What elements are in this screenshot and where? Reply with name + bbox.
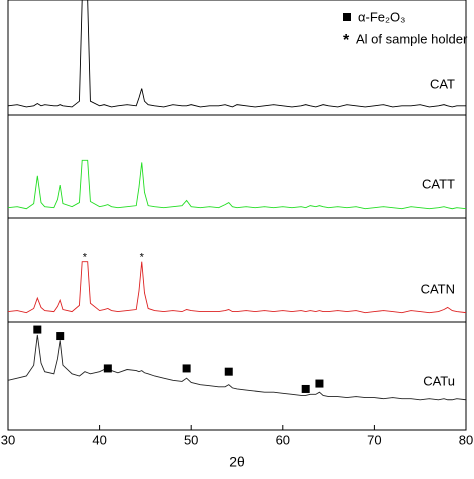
fe2o3-marker xyxy=(103,364,112,373)
frame xyxy=(7,0,467,431)
x-axis-label: 2θ xyxy=(229,454,245,470)
x-tick-label: 40 xyxy=(92,432,106,447)
series-label: CAT xyxy=(430,76,455,91)
fe2o3-marker xyxy=(56,332,65,341)
series-label: CATN xyxy=(421,281,455,296)
series-line xyxy=(8,0,466,108)
fe2o3-marker xyxy=(182,364,191,373)
x-tick-label: 80 xyxy=(459,432,473,447)
x-tick-label: 50 xyxy=(184,432,198,447)
legend-label: α-Fe₂O₃ xyxy=(358,9,405,24)
fe2o3-marker xyxy=(315,379,324,388)
x-tick-label: 60 xyxy=(276,432,290,447)
fe2o3-marker xyxy=(224,367,233,376)
series-line xyxy=(8,159,466,210)
legend-star: * xyxy=(343,32,350,49)
legend-square xyxy=(343,13,351,21)
al-marker: * xyxy=(83,251,88,263)
legend-label: Al of sample holder xyxy=(356,31,468,46)
x-tick-label: 70 xyxy=(367,432,381,447)
series-label: CATT xyxy=(422,176,455,191)
series-line xyxy=(8,334,466,401)
fe2o3-marker xyxy=(33,325,42,334)
series-label: CATu xyxy=(423,373,455,388)
x-tick-label: 30 xyxy=(1,432,15,447)
fe2o3-marker xyxy=(301,384,310,393)
al-marker: * xyxy=(140,251,145,263)
series-line xyxy=(8,261,466,314)
